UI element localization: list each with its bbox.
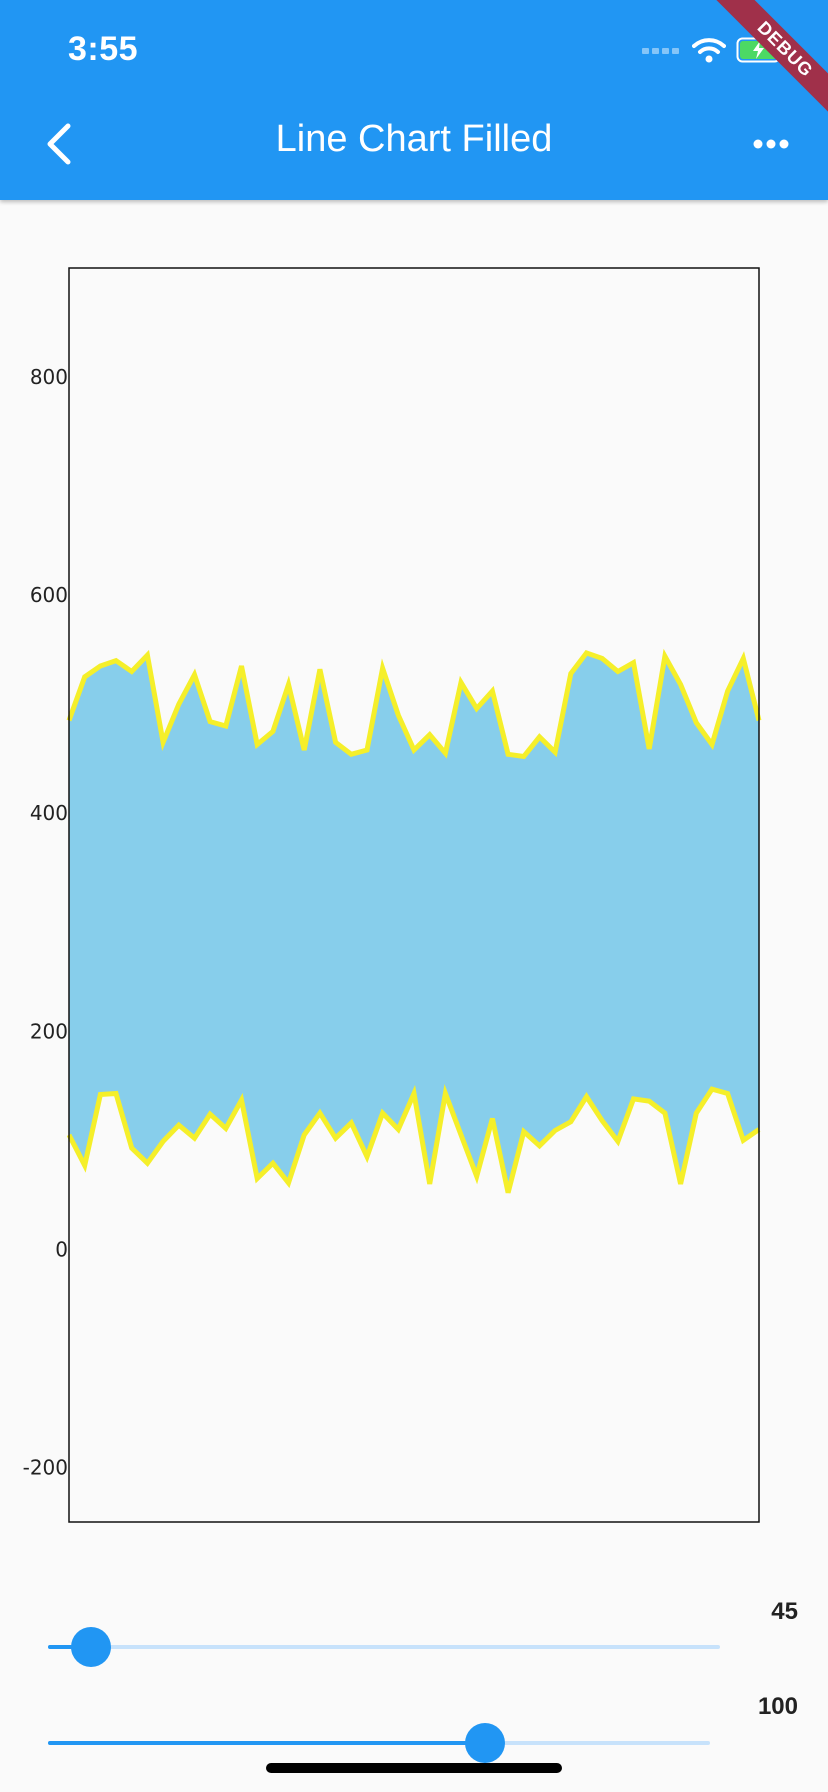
slider-thumb[interactable]	[464, 1723, 505, 1763]
chart-area: 800 600 400 200 0 -200	[0, 260, 828, 1530]
slider-value-2: 100	[757, 1693, 798, 1720]
slider-thumb[interactable]	[71, 1627, 111, 1667]
y-tick-label: 400	[30, 801, 68, 825]
plot-area	[66, 648, 762, 1194]
y-tick-label: 600	[30, 583, 68, 607]
back-button[interactable]	[36, 116, 80, 172]
y-tick-label: 0	[55, 1237, 68, 1261]
range-slider[interactable]	[48, 1723, 710, 1763]
point-count-slider[interactable]	[48, 1627, 720, 1667]
upper-series-line	[66, 648, 762, 760]
y-tick-label: 800	[30, 365, 68, 389]
slider-active-track	[48, 1741, 485, 1745]
plot-border	[68, 267, 760, 1523]
status-time: 3:55	[68, 30, 139, 68]
debug-banner: DEBUG	[708, 0, 828, 120]
page-title: Line Chart Filled	[275, 118, 553, 160]
y-tick-label: 200	[30, 1019, 68, 1043]
line-chart: 800 600 400 200 0 -200	[23, 267, 762, 1523]
debug-label: DEBUG	[715, 0, 828, 120]
wifi-icon	[692, 38, 726, 63]
slider-active-track	[48, 1645, 91, 1649]
home-indicator	[266, 1763, 562, 1773]
filled-area	[69, 652, 759, 1193]
y-tick-label: -200	[23, 1455, 68, 1479]
y-axis-ticks: 800 600 400 200 0 -200	[23, 365, 68, 1479]
more-horizontal-icon	[753, 139, 789, 149]
chevron-left-icon	[47, 123, 71, 165]
slider-track	[48, 1645, 720, 1649]
more-options-button[interactable]	[744, 124, 798, 164]
lower-series-line	[66, 1084, 761, 1194]
app-bar: 3:55 Line Chart Filled	[0, 0, 828, 200]
slider-value-1: 45	[771, 1598, 798, 1625]
signal-icon	[642, 48, 679, 54]
